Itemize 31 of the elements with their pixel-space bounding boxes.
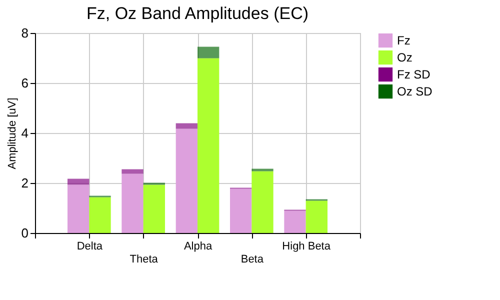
x-tick-label: Beta bbox=[240, 254, 264, 266]
x-tick-label: Alpha bbox=[184, 240, 213, 252]
bar bbox=[252, 171, 274, 233]
legend-label: Oz SD bbox=[397, 84, 433, 98]
legend-label: Fz bbox=[397, 34, 410, 48]
bar bbox=[176, 123, 198, 129]
bar bbox=[122, 174, 144, 233]
y-tick-label: 2 bbox=[21, 176, 28, 190]
y-tick-label: 6 bbox=[21, 76, 28, 90]
x-tick-label: Theta bbox=[130, 254, 159, 266]
y-tick-label: 0 bbox=[21, 226, 28, 240]
y-tick-label: 4 bbox=[21, 126, 28, 140]
bar bbox=[68, 178, 90, 185]
chart-title: Fz, Oz Band Amplitudes (EC) bbox=[86, 4, 309, 23]
bar bbox=[284, 210, 306, 233]
bar bbox=[198, 58, 220, 233]
y-tick-label: 8 bbox=[21, 26, 28, 40]
bar bbox=[89, 197, 111, 233]
x-tick-label: Delta bbox=[76, 240, 104, 252]
bar bbox=[122, 169, 144, 174]
bar bbox=[176, 128, 198, 233]
bar bbox=[306, 200, 328, 233]
bar bbox=[143, 184, 165, 233]
bar bbox=[230, 188, 252, 233]
x-tick-label: High Beta bbox=[282, 240, 332, 252]
y-axis-title: Amplitude [uV] bbox=[6, 98, 18, 170]
bar bbox=[252, 168, 274, 172]
bar bbox=[198, 46, 220, 58]
legend-label: Fz SD bbox=[397, 68, 431, 82]
legend-label: Oz bbox=[397, 50, 412, 64]
bar bbox=[68, 184, 90, 233]
